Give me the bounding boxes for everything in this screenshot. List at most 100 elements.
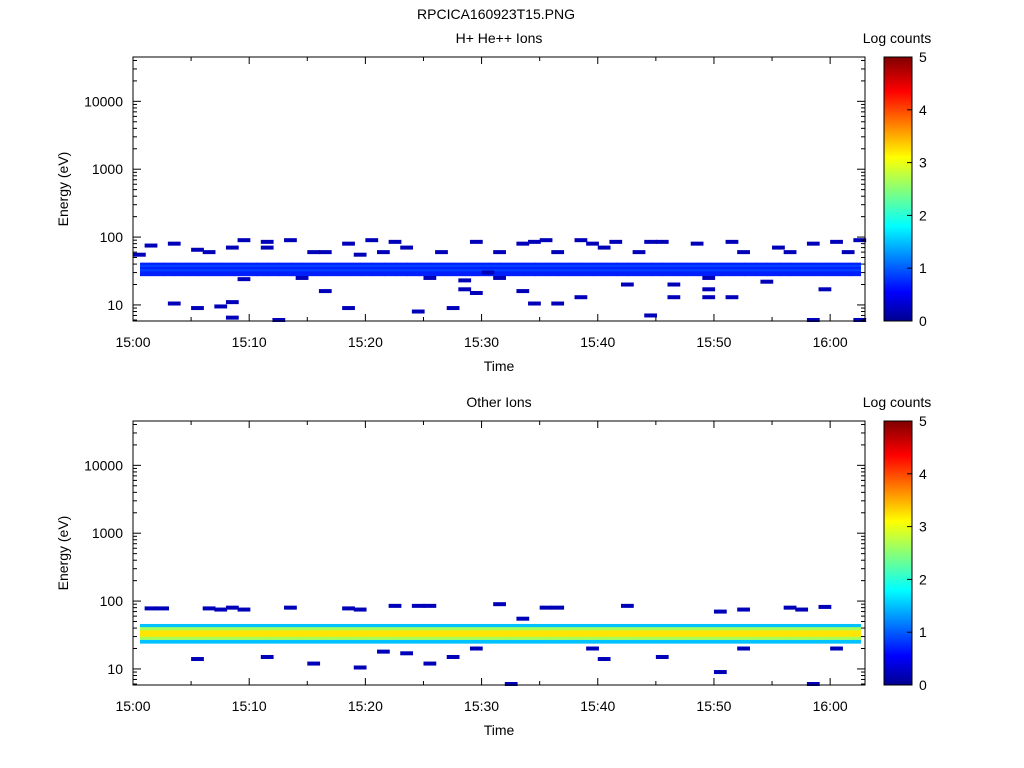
heatmap-cell xyxy=(744,262,757,266)
heatmap-cell xyxy=(535,269,548,272)
heatmap-cell xyxy=(616,627,629,631)
heatmap-cell xyxy=(453,271,466,274)
colorbar xyxy=(883,420,913,686)
heatmap-cell xyxy=(372,639,385,644)
heatmap-cell xyxy=(476,639,490,644)
heatmap-cell xyxy=(790,266,803,270)
heatmap-cell xyxy=(209,262,222,266)
heatmap-cell xyxy=(453,266,466,270)
heatmap-cell xyxy=(825,627,838,631)
heatmap-cell xyxy=(174,627,188,631)
heatmap-cell xyxy=(697,266,710,270)
heatmap-cell xyxy=(697,273,710,277)
heatmap-cell xyxy=(221,269,234,272)
heatmap-cell xyxy=(551,301,565,306)
heatmap-cell xyxy=(388,603,402,608)
heatmap-cell xyxy=(186,271,199,274)
heatmap-cell xyxy=(755,266,769,270)
heatmap-cell xyxy=(174,273,188,277)
heatmap-cell xyxy=(186,633,199,638)
heatmap-cell xyxy=(291,630,304,635)
heatmap-cell xyxy=(325,262,339,266)
heatmap-cell xyxy=(837,636,850,641)
heatmap-cell xyxy=(713,670,727,675)
heatmap-cell xyxy=(760,279,774,284)
heatmap-cell xyxy=(237,607,251,612)
heatmap-cell xyxy=(260,245,274,250)
heatmap-cell xyxy=(418,262,432,266)
heatmap-cell xyxy=(662,271,676,274)
heatmap-cell xyxy=(232,630,246,635)
heatmap-cell xyxy=(725,295,739,300)
heatmap-cell xyxy=(686,623,699,628)
heatmap-cell xyxy=(558,630,571,635)
heatmap-cell xyxy=(581,627,594,631)
heatmap-cell xyxy=(813,633,827,638)
heatmap-cell xyxy=(813,273,827,277)
x-tick-label: 15:20 xyxy=(348,698,383,714)
heatmap-cell xyxy=(151,627,164,631)
heatmap-cell xyxy=(198,633,211,638)
heatmap-cell xyxy=(423,603,437,608)
colorbar-tick-label: 3 xyxy=(919,155,927,171)
heatmap-cell xyxy=(302,636,315,641)
heatmap-cell xyxy=(314,271,327,274)
heatmap-cell xyxy=(140,639,153,644)
heatmap-cell xyxy=(202,250,216,255)
heatmap-cell xyxy=(790,269,803,272)
heatmap-cell xyxy=(616,630,629,635)
heatmap-cell xyxy=(232,627,246,631)
heatmap-cell xyxy=(163,636,176,641)
heatmap-cell xyxy=(325,273,339,277)
heatmap-cell xyxy=(191,657,204,662)
colorbar-tick-label: 5 xyxy=(919,49,927,65)
heatmap-cell xyxy=(453,264,466,268)
heatmap-cell xyxy=(802,269,815,272)
heatmap-cell xyxy=(732,623,745,628)
heatmap-cell xyxy=(174,271,188,274)
heatmap-cell xyxy=(202,606,216,611)
heatmap-cell xyxy=(744,269,757,272)
heatmap-cell xyxy=(442,636,455,641)
heatmap-cell xyxy=(209,273,222,277)
heatmap-cell xyxy=(825,271,838,274)
plot-frame xyxy=(132,420,866,686)
panel-other-ions: Other Ions 15:00 15:10 15:20 15:30 15:40 15:50… xyxy=(55,394,931,738)
heatmap-cell xyxy=(581,273,594,277)
heatmap-cell xyxy=(523,623,536,628)
y-tick-label: 10000 xyxy=(84,457,123,473)
heatmap-cell xyxy=(365,238,379,243)
heatmap-cell xyxy=(442,262,455,266)
heatmap-cell xyxy=(384,636,397,641)
heatmap-cell xyxy=(488,269,501,272)
heatmap-cell xyxy=(395,636,408,641)
heatmap-cell xyxy=(430,630,443,635)
heatmap-cell xyxy=(593,633,606,638)
heatmap-cell xyxy=(651,623,664,628)
heatmap-cell xyxy=(586,241,599,246)
heatmap-cell xyxy=(697,623,710,628)
heatmap-cell xyxy=(237,277,251,282)
heatmap-cell xyxy=(720,639,734,644)
heatmap-cell xyxy=(837,266,850,270)
heatmap-cell xyxy=(395,271,408,274)
heatmap-cell xyxy=(360,636,373,641)
y-tick-label: 10 xyxy=(107,297,123,313)
colorbar-tick-label: 2 xyxy=(919,571,927,587)
heatmap-cell xyxy=(593,623,606,628)
heatmap-cell xyxy=(837,623,850,628)
heatmap-cell xyxy=(372,262,385,266)
heatmap-cell xyxy=(493,602,506,607)
heatmap-cell xyxy=(616,639,629,644)
heatmap-cell xyxy=(140,630,153,635)
heatmap-cell xyxy=(209,264,222,268)
heatmap-cell xyxy=(732,636,745,641)
colorbar-label: Log counts xyxy=(863,394,932,410)
heatmap-cell xyxy=(667,295,681,300)
heatmap-cell xyxy=(581,639,594,644)
heatmap-cell xyxy=(225,245,239,250)
heatmap-cell xyxy=(709,633,722,638)
heatmap-cell xyxy=(558,271,571,274)
heatmap-cell xyxy=(651,273,664,277)
heatmap-cell xyxy=(604,271,617,274)
